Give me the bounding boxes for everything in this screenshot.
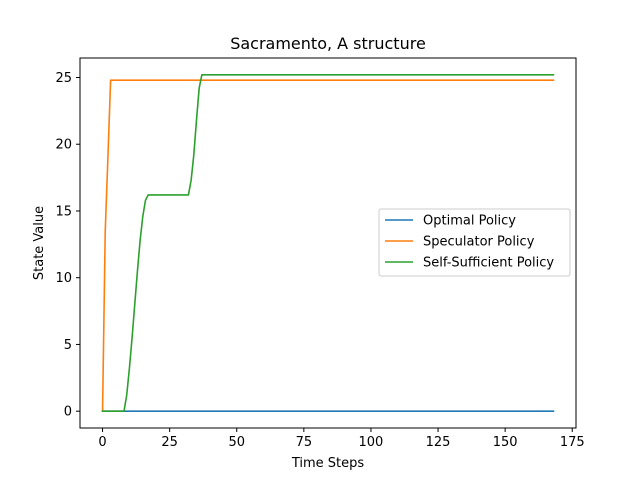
x-tick-label: 50 <box>228 435 245 450</box>
x-tick-label: 0 <box>98 435 106 450</box>
y-tick-label: 25 <box>55 71 72 86</box>
legend-entry-2: Self-Sufficient Policy <box>423 256 554 271</box>
x-tick-label: 150 <box>493 435 518 450</box>
y-tick-label: 5 <box>64 338 72 353</box>
x-axis-label: Time Steps <box>291 456 365 471</box>
legend: Optimal Policy Speculator Policy Self-Suff… <box>378 208 571 277</box>
y-tick-label: 20 <box>55 138 72 153</box>
series-line-1 <box>101 79 555 412</box>
legend-entry-1: Speculator Policy <box>423 235 535 250</box>
legend-entry-0: Optimal Policy <box>423 214 516 229</box>
series-line-2 <box>101 74 555 412</box>
y-axis-label: State Value <box>32 206 47 280</box>
chart-title: Sacramento, A structure <box>230 34 426 53</box>
x-tick-label: 175 <box>560 435 585 450</box>
y-tick-label: 0 <box>64 405 72 420</box>
plot-area <box>101 74 555 412</box>
legend-box <box>378 208 571 277</box>
y-tick-label: 15 <box>55 204 72 219</box>
plot-frame <box>79 57 577 429</box>
y-axis-ticks: 0 5 10 15 20 25 <box>55 71 80 420</box>
x-axis-ticks: 0 25 50 75 100 125 150 175 <box>98 428 585 450</box>
x-tick-label: 125 <box>426 435 451 450</box>
x-tick-label: 75 <box>296 435 313 450</box>
x-tick-label: 100 <box>359 435 384 450</box>
y-tick-label: 10 <box>55 271 72 286</box>
x-tick-label: 25 <box>161 435 178 450</box>
